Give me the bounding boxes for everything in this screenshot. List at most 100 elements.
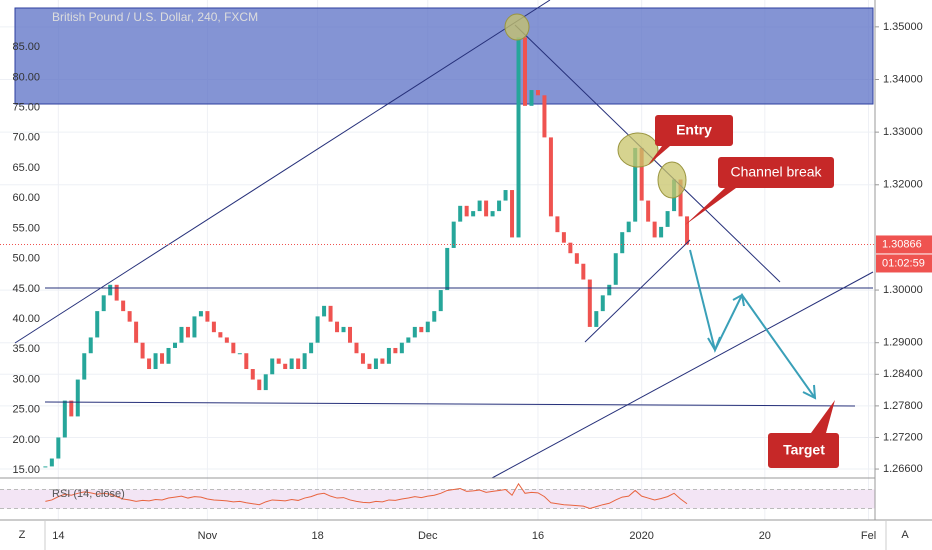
- candle: [185, 326, 190, 338]
- y2-tick-label: 85.00: [12, 41, 40, 53]
- candle: [574, 253, 579, 264]
- candle: [626, 221, 631, 233]
- x-tick-label: Fel: [861, 530, 876, 542]
- candle: [49, 458, 54, 467]
- y2-tick-label: 55.00: [12, 222, 40, 234]
- candle: [82, 353, 87, 380]
- candle: [639, 147, 644, 201]
- highlight: [657, 161, 687, 199]
- candle: [561, 232, 566, 243]
- rsi-title: RSI (14, close): [52, 488, 125, 500]
- candle: [75, 379, 80, 417]
- candle: [160, 353, 165, 364]
- candle: [153, 353, 158, 370]
- candle: [373, 358, 378, 370]
- channel-line: [491, 271, 874, 479]
- trend-line: [14, 0, 551, 344]
- y2-tick-label: 15.00: [12, 464, 40, 476]
- candle: [354, 342, 359, 354]
- candle: [620, 232, 625, 254]
- price-label-bg: [876, 235, 932, 254]
- candle: [484, 200, 489, 217]
- toolbar-button[interactable]: A: [901, 529, 909, 541]
- countdown-bg: [876, 254, 932, 273]
- candle: [607, 284, 612, 296]
- candle: [523, 37, 527, 106]
- rsi-line: [45, 482, 688, 510]
- candle: [270, 358, 275, 375]
- candle: [367, 363, 372, 370]
- y2-tick-label: 45.00: [12, 283, 40, 295]
- candle: [581, 263, 586, 280]
- candle: [322, 305, 327, 317]
- candle: [659, 226, 664, 238]
- price-label: 1.30866: [882, 238, 922, 250]
- y2-tick-label: 35.00: [12, 343, 40, 355]
- candle: [140, 342, 145, 359]
- callout-text: Entry: [676, 122, 712, 138]
- candle: [555, 216, 560, 233]
- candle: [276, 358, 281, 364]
- toolbar-button[interactable]: Z: [19, 529, 26, 541]
- callouts: [648, 115, 839, 468]
- candle: [134, 321, 139, 343]
- candle: [231, 342, 236, 354]
- chart-title: British Pound / U.S. Dollar, 240, FXCM: [52, 10, 258, 24]
- candle: [432, 311, 437, 322]
- candle: [205, 311, 210, 322]
- y-tick-label: 1.30000: [883, 284, 923, 296]
- candle: [166, 347, 171, 364]
- candle: [535, 90, 540, 96]
- candle: [412, 326, 417, 338]
- candle: [380, 358, 385, 364]
- candle: [283, 363, 288, 370]
- y2-tick-label: 40.00: [12, 313, 40, 325]
- candle: [419, 326, 424, 333]
- candle: [328, 305, 333, 322]
- candle: [179, 326, 184, 343]
- candle: [88, 337, 93, 354]
- x-tick-label: 14: [52, 530, 64, 542]
- candle: [250, 369, 255, 380]
- candle: [348, 326, 352, 343]
- candle: [386, 347, 391, 364]
- y2-tick-label: 70.00: [12, 132, 40, 144]
- candle: [56, 437, 61, 459]
- candle: [542, 95, 547, 138]
- highlight: [504, 13, 530, 41]
- candle: [289, 358, 294, 370]
- candle: [438, 290, 443, 312]
- highlight: [617, 132, 659, 168]
- candle: [594, 311, 599, 327]
- x-tick-label: 2020: [629, 530, 653, 542]
- candle: [218, 332, 223, 338]
- candle: [211, 321, 216, 333]
- candle: [95, 311, 100, 338]
- candle: [62, 400, 67, 438]
- candle: [393, 347, 398, 354]
- candle: [678, 179, 683, 217]
- candle: [315, 316, 320, 343]
- y2-tick-label: 80.00: [12, 71, 40, 83]
- candle: [516, 37, 521, 238]
- y2-tick-label: 75.00: [12, 101, 40, 113]
- projection: [689, 249, 817, 400]
- callout-box: [768, 400, 839, 468]
- candle: [399, 342, 404, 354]
- candle: [665, 211, 670, 227]
- candle: [147, 358, 152, 370]
- y2-tick-label: 65.00: [12, 162, 40, 174]
- candle: [192, 316, 197, 338]
- candle: [263, 374, 268, 391]
- candle: [425, 321, 430, 333]
- y-tick-label: 1.32000: [883, 179, 923, 191]
- candle: [548, 137, 553, 217]
- projection-path: [689, 249, 816, 399]
- countdown: 01:02:59: [882, 257, 925, 269]
- candle: [600, 295, 605, 312]
- candle: [587, 279, 592, 327]
- candle: [43, 466, 48, 468]
- candle: [510, 190, 515, 238]
- y-tick-label: 1.34000: [883, 73, 923, 85]
- y-tick-label: 1.27800: [883, 400, 923, 412]
